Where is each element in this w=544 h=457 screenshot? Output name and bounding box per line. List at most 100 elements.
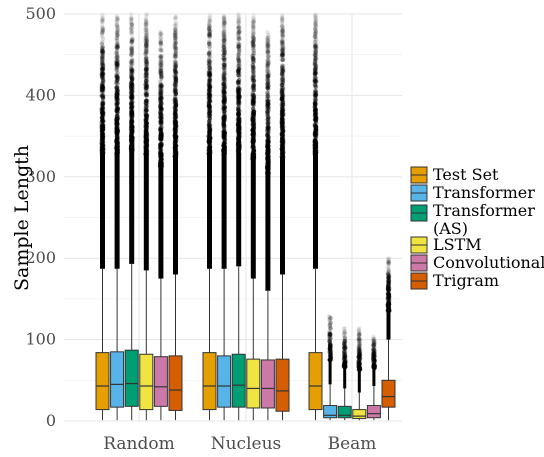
outlier-point xyxy=(312,100,318,105)
outlier-point xyxy=(207,107,212,113)
outlier-point xyxy=(313,59,318,64)
outliers-dense xyxy=(236,152,242,267)
outlier-point xyxy=(99,127,105,133)
outlier-point xyxy=(207,138,212,143)
outlier-point xyxy=(312,110,318,116)
outlier-point xyxy=(222,130,227,136)
outlier-point xyxy=(172,146,178,151)
outlier-point xyxy=(222,56,228,61)
outlier-point xyxy=(100,56,105,61)
outlier-point xyxy=(207,90,212,95)
outlier-point xyxy=(100,133,106,138)
outlier-point xyxy=(114,63,120,68)
outlier-point xyxy=(313,125,319,130)
outlier-point xyxy=(221,133,227,139)
outlier-point xyxy=(115,128,121,134)
outlier-point xyxy=(206,32,211,38)
outlier-point xyxy=(207,28,213,33)
outlier-point xyxy=(280,102,286,108)
outlier-point xyxy=(313,101,318,106)
outlier-point xyxy=(207,31,213,37)
outlier-point xyxy=(328,326,333,331)
outlier-point xyxy=(341,364,347,370)
outlier-point xyxy=(99,123,105,128)
outlier-point xyxy=(313,98,318,104)
outlier-point xyxy=(206,124,212,129)
outlier-point xyxy=(129,104,134,109)
outlier-point xyxy=(100,81,105,87)
outlier-point xyxy=(115,18,120,23)
outlier-point xyxy=(312,74,318,80)
outliers-dense xyxy=(343,367,347,389)
box-iqr xyxy=(352,409,367,420)
outlier-point xyxy=(221,15,226,20)
outlier-point xyxy=(100,124,106,130)
outlier-point xyxy=(313,103,318,108)
outlier-point xyxy=(99,71,105,77)
outlier-point xyxy=(100,123,106,128)
outlier-point xyxy=(114,137,120,142)
outlier-point xyxy=(221,48,226,53)
outlier-point xyxy=(100,68,105,73)
outlier-point xyxy=(207,134,213,139)
outlier-point xyxy=(207,83,213,88)
outlier-point xyxy=(280,82,285,87)
outlier-point xyxy=(207,26,212,31)
outlier-point xyxy=(115,59,120,64)
outlier-point xyxy=(206,134,211,139)
outlier-point xyxy=(207,137,212,143)
y-tick-label: 500 xyxy=(25,4,56,23)
outlier-point xyxy=(144,58,149,64)
outlier-point xyxy=(207,104,212,109)
outlier-point xyxy=(312,43,318,49)
outlier-point xyxy=(100,81,105,86)
outlier-point xyxy=(99,86,105,91)
outlier-point xyxy=(207,77,213,82)
outlier-point xyxy=(100,117,105,122)
outlier-point xyxy=(342,356,348,362)
outlier-point xyxy=(266,59,271,64)
outlier-point xyxy=(144,31,150,36)
outlier-point xyxy=(222,95,227,100)
outlier-point xyxy=(115,94,120,100)
outlier-point xyxy=(100,29,105,35)
outlier-point xyxy=(115,33,120,38)
outlier-point xyxy=(222,90,227,95)
outlier-point xyxy=(206,65,212,70)
outlier-point xyxy=(143,51,148,56)
outlier-point xyxy=(328,332,333,338)
x-tick-label: Random xyxy=(103,434,175,454)
outlier-point xyxy=(158,29,164,35)
outlier-point xyxy=(115,122,120,127)
outlier-point xyxy=(207,122,212,127)
outlier-point xyxy=(114,118,119,123)
outlier-point xyxy=(207,127,213,132)
outlier-point xyxy=(207,76,213,81)
outlier-point xyxy=(312,43,318,48)
outlier-point xyxy=(312,102,318,107)
outlier-point xyxy=(312,52,318,57)
outlier-point xyxy=(99,54,104,60)
outlier-point xyxy=(387,286,392,291)
outlier-point xyxy=(279,18,285,23)
outlier-point xyxy=(100,94,105,99)
outlier-point xyxy=(222,70,227,75)
outlier-point xyxy=(221,132,226,137)
outlier-point xyxy=(312,26,318,31)
outlier-point xyxy=(144,43,149,48)
outlier-point xyxy=(356,354,362,360)
outlier-point xyxy=(313,24,319,29)
outlier-point xyxy=(114,91,120,96)
outlier-point xyxy=(222,118,227,123)
outlier-point xyxy=(100,65,106,70)
outlier-point xyxy=(115,100,120,105)
box-transformer-as--nucleus xyxy=(231,12,246,421)
box-iqr xyxy=(124,349,139,407)
outlier-point xyxy=(312,45,318,50)
outlier-point xyxy=(99,127,105,132)
outlier-point xyxy=(100,87,105,92)
outliers-dense xyxy=(372,368,376,386)
outlier-point xyxy=(99,107,104,112)
outlier-point xyxy=(313,38,318,43)
outlier-point xyxy=(313,50,319,55)
